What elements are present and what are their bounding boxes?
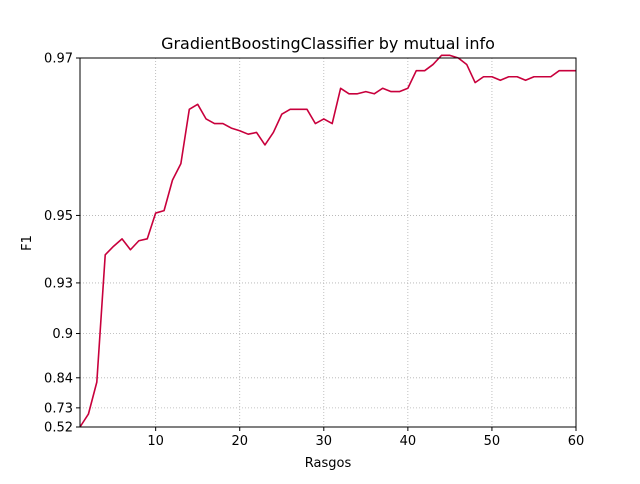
y-axis-label: F1	[20, 235, 35, 251]
y-axis-ticks: 0.52 0.73 0.84 0.9 0.93 0.95 0.97	[44, 52, 80, 436]
series-layer	[79, 54, 576, 428]
y-tick-label: 0.73	[44, 401, 73, 416]
series-line-0	[79, 54, 576, 428]
y-tick-label: 0.52	[44, 421, 73, 436]
x-tick-label: 40	[400, 434, 417, 449]
y-tick-label: 0.9	[52, 327, 73, 342]
y-tick-label: 0.95	[44, 209, 73, 224]
x-axis-label: Rasgos	[305, 456, 352, 471]
chart-title: GradientBoostingClassifier by mutual inf…	[161, 34, 495, 53]
y-tick-label: 0.84	[44, 371, 73, 386]
y-tick-label: 0.93	[44, 276, 73, 291]
x-tick-label: 20	[231, 434, 248, 449]
x-axis-ticks: 10 20 30 40 50 60	[147, 427, 584, 449]
y-tick-label: 0.97	[44, 52, 73, 67]
plot-frame	[79, 57, 577, 428]
x-tick-label: 30	[316, 434, 333, 449]
x-tick-label: 50	[484, 434, 501, 449]
x-tick-label: 60	[568, 434, 585, 449]
x-tick-label: 10	[147, 434, 164, 449]
